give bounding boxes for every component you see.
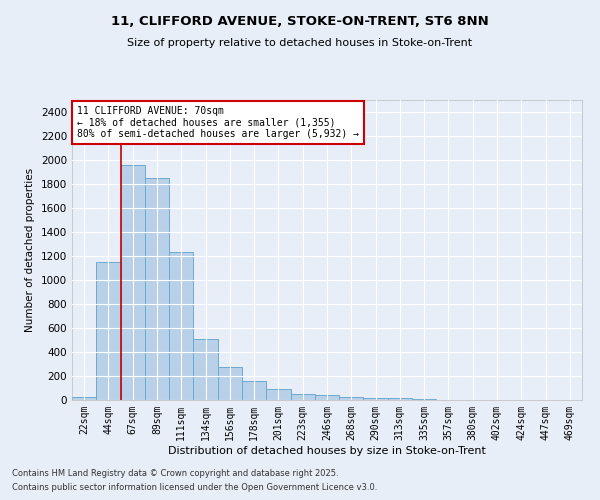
- Bar: [315, 394, 339, 400]
- Bar: [266, 389, 290, 400]
- Y-axis label: Number of detached properties: Number of detached properties: [25, 168, 35, 332]
- Bar: [290, 394, 315, 400]
- Text: 11, CLIFFORD AVENUE, STOKE-ON-TRENT, ST6 8NN: 11, CLIFFORD AVENUE, STOKE-ON-TRENT, ST6…: [111, 15, 489, 28]
- Bar: [193, 339, 218, 400]
- Text: Contains public sector information licensed under the Open Government Licence v3: Contains public sector information licen…: [12, 484, 377, 492]
- Bar: [339, 397, 364, 400]
- Text: 11 CLIFFORD AVENUE: 70sqm
← 18% of detached houses are smaller (1,355)
80% of se: 11 CLIFFORD AVENUE: 70sqm ← 18% of detac…: [77, 106, 359, 139]
- Bar: [364, 398, 388, 400]
- Bar: [218, 367, 242, 400]
- Bar: [96, 262, 121, 400]
- Text: Contains HM Land Registry data © Crown copyright and database right 2025.: Contains HM Land Registry data © Crown c…: [12, 468, 338, 477]
- Bar: [72, 397, 96, 400]
- Bar: [388, 398, 412, 400]
- Bar: [145, 178, 169, 400]
- Text: Size of property relative to detached houses in Stoke-on-Trent: Size of property relative to detached ho…: [127, 38, 473, 48]
- X-axis label: Distribution of detached houses by size in Stoke-on-Trent: Distribution of detached houses by size …: [168, 446, 486, 456]
- Bar: [121, 165, 145, 400]
- Bar: [169, 252, 193, 400]
- Bar: [242, 382, 266, 400]
